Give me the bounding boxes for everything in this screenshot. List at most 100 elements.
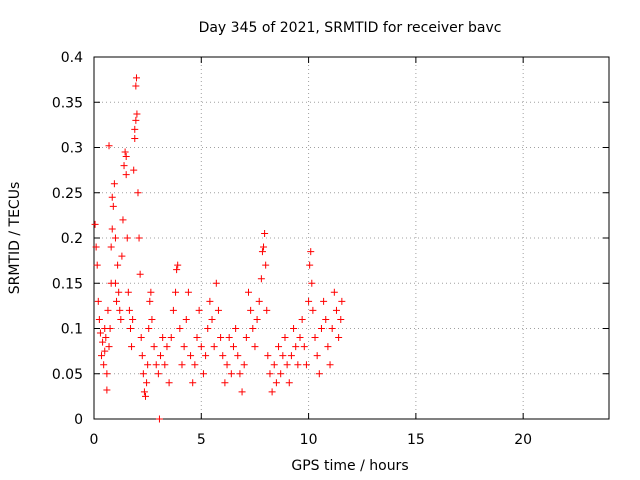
data-point — [225, 334, 233, 342]
data-point — [292, 343, 300, 351]
x-axis-label: GPS time / hours — [291, 458, 408, 474]
data-point — [98, 352, 106, 360]
x-tick-label: 10 — [300, 432, 318, 448]
data-point — [275, 343, 283, 351]
data-point — [100, 361, 108, 369]
data-point — [247, 306, 255, 314]
data-point — [204, 325, 212, 332]
data-point — [178, 361, 186, 369]
data-point — [93, 261, 101, 269]
data-point — [315, 370, 323, 378]
data-point — [109, 202, 117, 210]
data-point — [101, 347, 109, 355]
data-point — [193, 334, 201, 342]
data-point — [307, 248, 315, 256]
y-tick-label: 0.4 — [61, 50, 83, 66]
data-point — [152, 361, 160, 369]
data-point — [257, 275, 265, 283]
data-point — [128, 343, 136, 351]
data-point — [95, 315, 103, 323]
data-point — [266, 370, 274, 378]
chart-title: Day 345 of 2021, SRMTID for receiver bav… — [199, 20, 502, 36]
data-point — [182, 315, 190, 323]
data-point — [306, 261, 314, 269]
data-point — [255, 297, 263, 305]
data-point — [126, 325, 134, 332]
x-tick-label: 5 — [197, 432, 206, 448]
data-point — [148, 315, 156, 323]
grid — [94, 57, 609, 419]
data-point — [214, 306, 222, 314]
data-point — [167, 334, 175, 342]
data-point — [308, 279, 316, 287]
data-point — [116, 306, 124, 314]
data-point — [169, 306, 177, 314]
data-point — [270, 361, 278, 369]
data-point — [165, 379, 173, 387]
data-point — [132, 82, 140, 90]
data-point — [146, 297, 154, 305]
data-point — [326, 361, 334, 369]
data-point — [135, 234, 143, 242]
data-point — [189, 379, 197, 387]
data-point — [264, 352, 272, 360]
data-point — [272, 379, 280, 387]
data-point — [208, 315, 216, 323]
data-point — [124, 288, 132, 296]
data-point — [94, 297, 102, 305]
data-point — [123, 234, 131, 242]
data-point — [120, 162, 128, 170]
data-point — [221, 379, 229, 387]
data-point — [223, 361, 231, 369]
data-point — [277, 370, 285, 378]
data-point — [305, 297, 313, 305]
data-point — [103, 370, 111, 378]
data-point — [191, 361, 199, 369]
data-point — [249, 325, 257, 332]
data-point — [300, 343, 308, 351]
data-point — [260, 243, 268, 251]
data-point — [311, 334, 319, 342]
data-point — [145, 325, 153, 332]
data-point — [184, 288, 192, 296]
data-point — [140, 388, 148, 396]
data-point — [172, 288, 180, 296]
data-point — [129, 315, 137, 323]
data-point — [154, 370, 162, 378]
y-tick-label: 0.2 — [61, 231, 83, 247]
x-tick-label: 15 — [407, 432, 425, 448]
data-point — [210, 343, 218, 351]
data-point — [119, 216, 127, 224]
y-tick-label: 0.1 — [61, 322, 83, 338]
data-point — [234, 352, 242, 360]
data-point — [313, 352, 321, 360]
data-point — [102, 334, 110, 342]
data-point — [261, 229, 269, 237]
data-point — [296, 334, 304, 342]
data-point — [281, 334, 289, 342]
data-point — [320, 297, 328, 305]
data-point — [104, 306, 112, 314]
data-point — [302, 361, 310, 369]
data-point — [309, 306, 317, 314]
data-point — [150, 343, 158, 351]
data-point — [114, 261, 122, 269]
data-point — [142, 392, 149, 400]
data-point — [106, 325, 114, 332]
y-tick-label: 0.3 — [61, 141, 83, 157]
data-point — [294, 361, 302, 369]
data-point — [337, 315, 345, 323]
y-axis-label: SRMTID / TECUs — [7, 182, 23, 295]
data-point — [253, 315, 261, 323]
data-point — [132, 74, 140, 82]
data-point — [330, 288, 338, 296]
axis-ticks: 0 5 10 15 20 0 0.05 0.1 0.15 0.2 0.25 0.3 0.35 0.4 — [52, 50, 609, 448]
data-point — [173, 266, 181, 274]
y-tick-label: 0 — [74, 412, 83, 428]
data-point — [132, 116, 140, 124]
y-tick-label: 0.05 — [52, 367, 83, 383]
data-point — [176, 325, 184, 332]
data-point — [317, 325, 325, 332]
data-point — [268, 388, 276, 396]
